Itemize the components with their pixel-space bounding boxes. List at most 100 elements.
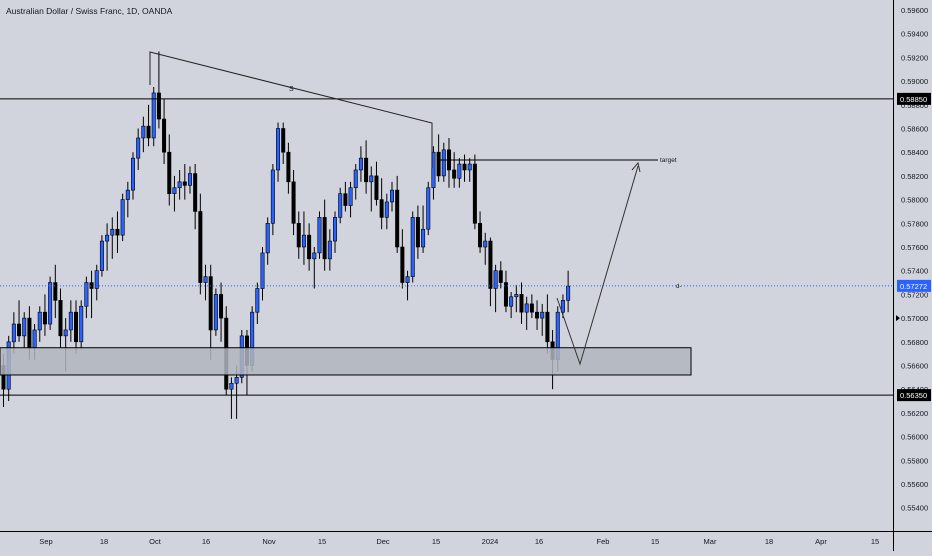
candle-body [333, 217, 338, 242]
candle [327, 229, 332, 271]
trend-line[interactable] [149, 51, 433, 168]
candle [400, 229, 405, 289]
candle [343, 181, 348, 212]
chart-title: Australian Dollar / Swiss Franc, 1D, OAN… [6, 6, 173, 16]
candle [379, 178, 384, 230]
candle [162, 98, 167, 165]
candle-body [338, 193, 343, 218]
price-tick-label: 0.55400 [901, 504, 928, 513]
price-tick-label: 0.57200 [901, 290, 928, 299]
candle-body [369, 175, 374, 183]
candle-body [493, 270, 498, 289]
candle-body [17, 323, 22, 337]
candle [566, 270, 571, 313]
candle [301, 211, 306, 265]
candle [265, 217, 270, 265]
time-tick-label: Apr [815, 537, 827, 546]
current-price-badge-text: 0.57272 [900, 282, 927, 291]
resistance-price-badge-bg [897, 92, 931, 105]
candle [540, 303, 545, 336]
price-tick-label: 0.56000 [901, 433, 928, 442]
candle [276, 122, 281, 182]
candle [53, 264, 58, 319]
candle [105, 223, 110, 271]
candle-body [529, 303, 534, 313]
candle-body [105, 234, 110, 242]
candle [42, 294, 47, 336]
candle-body [22, 317, 27, 337]
candle [389, 181, 394, 212]
projection-path[interactable] [556, 165, 639, 366]
candle-body [99, 240, 104, 271]
candle-body [535, 311, 540, 319]
time-tick-label: 16 [202, 537, 210, 546]
time-tick-label: 15 [432, 537, 440, 546]
candle [452, 152, 457, 188]
candle [483, 232, 488, 265]
candle-body [566, 285, 571, 301]
candle-body [234, 377, 239, 384]
candle [286, 142, 291, 194]
candle [374, 161, 379, 206]
price-tick-label: 0.58000 [901, 196, 928, 205]
candle [317, 211, 322, 259]
time-tick-label: 18 [765, 537, 773, 546]
candle-body [405, 276, 410, 283]
candle [141, 116, 146, 153]
price-tick-label: 0.58800 [901, 101, 928, 110]
price-axis[interactable]: 0.59600 0.59400 0.59200 0.59000 0.58800 0.586… [893, 0, 932, 531]
candle [529, 294, 534, 319]
candle-body [42, 311, 47, 325]
time-tick-label: Nov [262, 537, 276, 546]
candle-body [322, 217, 327, 260]
axis-corner [893, 531, 932, 551]
candle [68, 300, 73, 342]
candle [410, 211, 415, 283]
candle [446, 137, 451, 188]
candle [312, 247, 317, 289]
candle-body [431, 151, 436, 189]
candle-body [156, 92, 161, 120]
candle-body [395, 189, 400, 248]
candle [364, 140, 369, 194]
time-tick-label: 16 [535, 537, 543, 546]
candle-body [545, 311, 550, 343]
candle [17, 300, 22, 342]
price-tick-label: 0.57000 [901, 314, 928, 323]
candle [125, 181, 130, 218]
candle [208, 264, 213, 360]
candle-body [389, 189, 394, 203]
candle-body [307, 234, 312, 260]
candle-body [384, 201, 389, 218]
candle [431, 146, 436, 200]
price-tick-label: 0.58400 [901, 148, 928, 157]
support-price-badge-text: 0.56350 [900, 391, 927, 400]
candle-body [400, 246, 405, 283]
candle-body [478, 223, 483, 248]
demand-zone-rect[interactable] [0, 347, 692, 376]
price-tick-label: 0.59000 [901, 77, 928, 86]
time-axis[interactable]: Sep 18 Oct 16 Nov 15 Dec 15 2024 16 Feb 15 Mar 18 Apr 1… [0, 531, 893, 551]
candle [58, 288, 63, 348]
candle [167, 134, 172, 206]
time-tick-label: 18 [100, 537, 108, 546]
candle [37, 306, 42, 342]
candle [115, 211, 120, 253]
candle [426, 181, 431, 236]
candle-body [136, 137, 141, 159]
candle-body [131, 157, 136, 191]
candle-body [452, 169, 457, 179]
candle [333, 211, 338, 253]
candle-body [498, 270, 503, 283]
support-price-badge-bg [897, 389, 931, 402]
candle-body [255, 288, 260, 313]
candle [131, 152, 136, 200]
candle-body [467, 163, 472, 171]
candle [415, 205, 420, 259]
candle [395, 175, 400, 253]
candle [177, 169, 182, 200]
candle-body [74, 311, 79, 343]
